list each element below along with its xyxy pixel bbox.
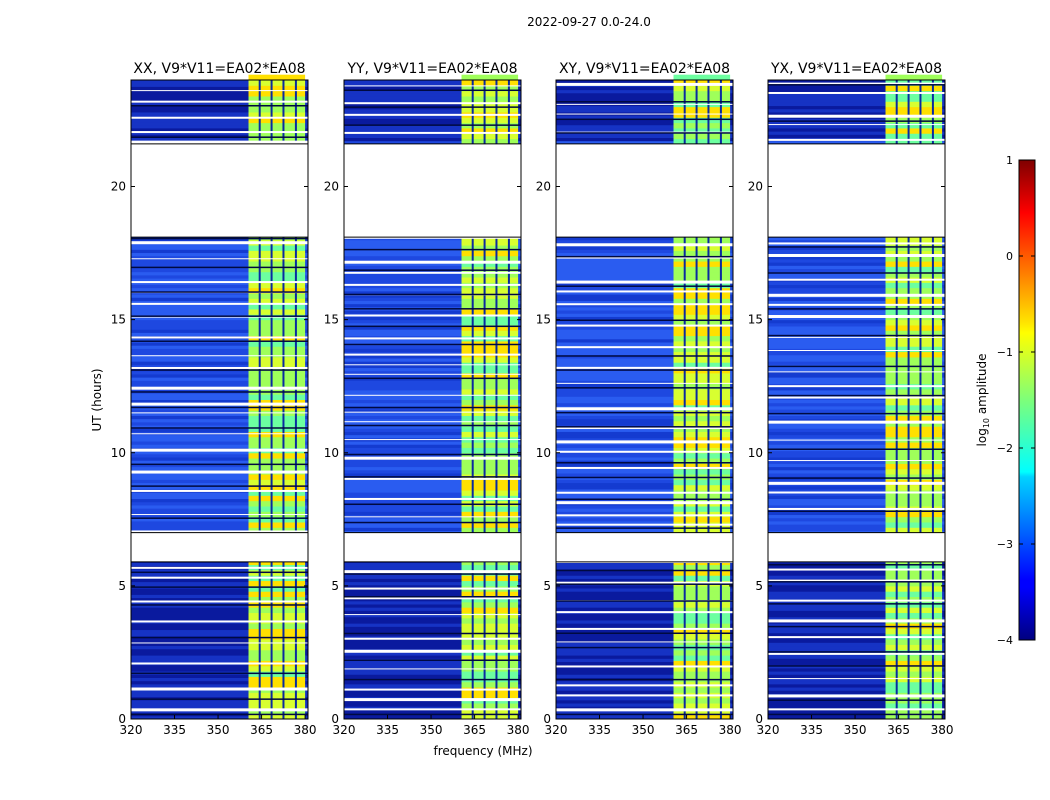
suptitle: 2022-09-27 0.0-24.0: [527, 15, 651, 29]
x-tick-label: 320: [757, 723, 780, 737]
heatmap: [131, 74, 308, 720]
y-tick-label: 0: [543, 712, 551, 726]
y-tick-label: 15: [111, 313, 126, 327]
x-tick-label: 365: [250, 723, 273, 737]
x-tick-label: 335: [163, 723, 186, 737]
y-tick-label: 0: [331, 712, 339, 726]
colorbar-tick-label: −4: [997, 634, 1013, 647]
plot-frame: [130, 79, 309, 720]
x-tick-label: 350: [844, 723, 867, 737]
y-tick-label: 10: [324, 446, 339, 460]
y-tick-label: 20: [111, 180, 126, 194]
y-tick-label: 5: [118, 579, 126, 593]
colorbar-gradient: [1018, 159, 1036, 641]
x-tick-label: 380: [294, 723, 317, 737]
heatmap: [768, 74, 945, 720]
colorbar-ticks: 1 0 −1 −2 −3 −4: [997, 154, 1035, 647]
y-axis-label: UT (hours): [90, 368, 104, 431]
panel-yx: YX, V9*V11=EA02*EA08 320 335 350 365 380 0 5 10 1…: [748, 61, 954, 737]
y-tick-label: 10: [536, 446, 551, 460]
plot-frame: [767, 79, 946, 720]
x-tick-label: 350: [207, 723, 230, 737]
x-tick-label: 380: [719, 723, 742, 737]
y-tick-label: 15: [536, 313, 551, 327]
x-tick-label: 320: [120, 723, 143, 737]
y-tick-label: 10: [748, 446, 763, 460]
y-tick-label: 5: [543, 579, 551, 593]
panel-title: YY, V9*V11=EA02*EA08: [346, 61, 517, 77]
x-tick-label: 320: [545, 723, 568, 737]
panel-xy: XY, V9*V11=EA02*EA08 320 335 350 365 380 0 5 10 1…: [536, 61, 742, 737]
panels-group: XX, V9*V11=EA02*EA08 320 335 350 365 380 0 5 10 1…: [111, 61, 954, 737]
heatmap: [556, 74, 733, 720]
x-tick-label: 365: [463, 723, 486, 737]
heatmap: [344, 74, 521, 720]
y-tick-label: 0: [118, 712, 126, 726]
x-tick-label: 365: [675, 723, 698, 737]
panel-xx: XX, V9*V11=EA02*EA08 320 335 350 365 380 0 5 10 1…: [111, 61, 317, 737]
x-tick-label: 320: [333, 723, 356, 737]
plot-frame: [343, 79, 522, 720]
colorbar: 1 0 −1 −2 −3 −4 log10 amplitude: [975, 154, 1036, 647]
colorbar-tick-label: 0: [1006, 250, 1013, 263]
x-tick-label: 350: [632, 723, 655, 737]
colorbar-label: log10 amplitude: [975, 354, 991, 447]
x-tick-label: 335: [376, 723, 399, 737]
panel-title: XY, V9*V11=EA02*EA08: [559, 61, 730, 77]
y-tick-label: 20: [324, 180, 339, 194]
y-tick-label: 5: [331, 579, 339, 593]
panel-title: YX, V9*V11=EA02*EA08: [770, 61, 942, 77]
y-tick-label: 15: [748, 313, 763, 327]
colorbar-tick-label: 1: [1006, 154, 1013, 167]
panel-yy: YY, V9*V11=EA02*EA08 320 335 350 365 380 0 5 10 1…: [324, 61, 530, 737]
y-tick-label: 5: [755, 579, 763, 593]
y-tick-label: 10: [111, 446, 126, 460]
plot-frame: [555, 79, 734, 720]
y-tick-label: 20: [748, 180, 763, 194]
x-axis-label: frequency (MHz): [433, 744, 532, 758]
colorbar-tick-label: −3: [997, 538, 1013, 551]
y-tick-label: 0: [755, 712, 763, 726]
x-tick-label: 350: [420, 723, 443, 737]
x-tick-label: 335: [588, 723, 611, 737]
colorbar-tick-label: −1: [997, 346, 1013, 359]
y-tick-label: 20: [536, 180, 551, 194]
x-tick-label: 365: [887, 723, 910, 737]
panel-title: XX, V9*V11=EA02*EA08: [133, 61, 305, 77]
y-tick-label: 15: [324, 313, 339, 327]
x-tick-label: 380: [931, 723, 954, 737]
x-tick-label: 380: [507, 723, 530, 737]
x-tick-label: 335: [800, 723, 823, 737]
colorbar-tick-label: −2: [997, 442, 1013, 455]
